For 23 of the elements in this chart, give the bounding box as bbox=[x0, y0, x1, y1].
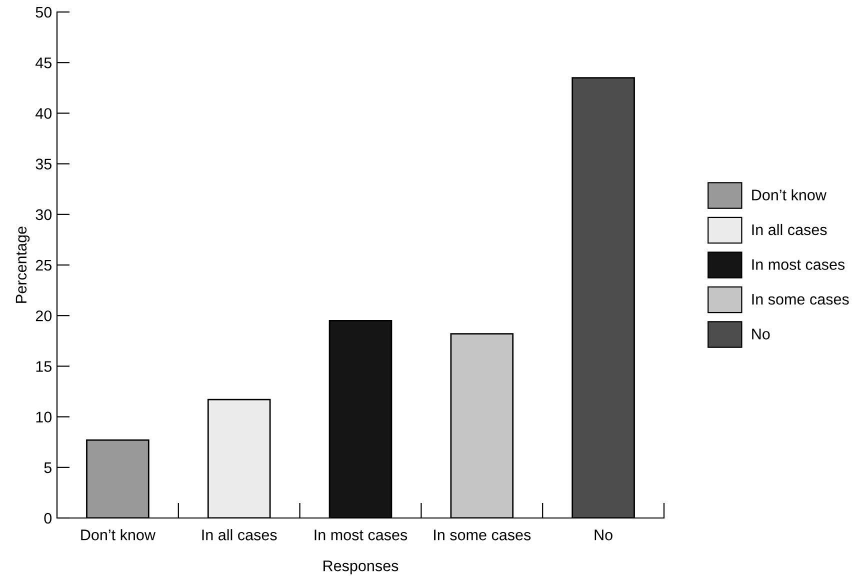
y-tick-label: 45 bbox=[36, 58, 52, 68]
x-tick-label: In some cases bbox=[434, 530, 531, 540]
y-tick-label: 50 bbox=[36, 6, 52, 18]
legend-label: In some cases bbox=[752, 294, 849, 305]
y-tick-label: 30 bbox=[36, 209, 52, 220]
y-tick-label: 35 bbox=[36, 158, 52, 170]
y-tick-label: 40 bbox=[36, 108, 52, 119]
x-tick-label: In most cases bbox=[314, 530, 408, 540]
x-tick-label: In all cases bbox=[202, 529, 277, 540]
y-tick-label: 5 bbox=[44, 462, 52, 474]
y-tick-label: 15 bbox=[36, 361, 52, 372]
legend-label: In most cases bbox=[752, 259, 845, 270]
legend-label: Don’t know bbox=[752, 189, 826, 200]
x-axis-title: Responses bbox=[324, 560, 398, 574]
x-tick-label: No bbox=[594, 530, 612, 540]
y-tick-label: 20 bbox=[36, 310, 52, 322]
x-tick-label: Don’t know bbox=[81, 529, 156, 540]
y-tick-label: 25 bbox=[36, 260, 52, 271]
y-axis-title: Percentage bbox=[16, 226, 30, 303]
y-tick-label: 10 bbox=[36, 412, 52, 422]
y-tick-label: 0 bbox=[44, 512, 52, 524]
legend-label: In all cases bbox=[752, 224, 827, 236]
legend-label: No bbox=[752, 328, 770, 340]
